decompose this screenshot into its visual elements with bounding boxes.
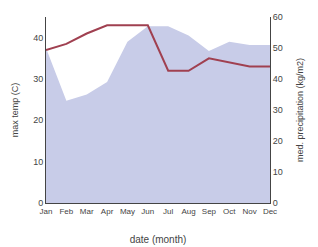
svg-text:May: May <box>120 207 135 216</box>
svg-text:Nov: Nov <box>243 207 257 216</box>
svg-text:Oct: Oct <box>223 207 236 216</box>
svg-text:date (month): date (month) <box>130 234 187 245</box>
svg-text:Aug: Aug <box>181 207 195 216</box>
svg-text:Jun: Jun <box>141 207 154 216</box>
svg-text:0: 0 <box>273 198 278 208</box>
svg-text:20: 20 <box>33 115 43 125</box>
svg-text:Mar: Mar <box>80 207 94 216</box>
svg-text:med. precipitation (kg/m2): med. precipitation (kg/m2) <box>295 58 305 162</box>
svg-text:Jan: Jan <box>40 207 53 216</box>
svg-text:Feb: Feb <box>59 207 73 216</box>
svg-text:Jul: Jul <box>163 207 173 216</box>
svg-text:10: 10 <box>33 157 43 167</box>
svg-text:50: 50 <box>273 43 283 53</box>
svg-text:Dec: Dec <box>263 207 277 216</box>
svg-text:60: 60 <box>273 12 283 22</box>
svg-text:Sep: Sep <box>202 207 217 216</box>
svg-text:40: 40 <box>273 74 283 84</box>
svg-text:30: 30 <box>273 105 283 115</box>
svg-text:0: 0 <box>38 198 43 208</box>
svg-text:40: 40 <box>33 33 43 43</box>
svg-text:30: 30 <box>33 74 43 84</box>
svg-text:max temp (C): max temp (C) <box>10 83 20 138</box>
svg-text:Apr: Apr <box>101 207 114 216</box>
svg-text:10: 10 <box>273 167 283 177</box>
svg-text:20: 20 <box>273 136 283 146</box>
